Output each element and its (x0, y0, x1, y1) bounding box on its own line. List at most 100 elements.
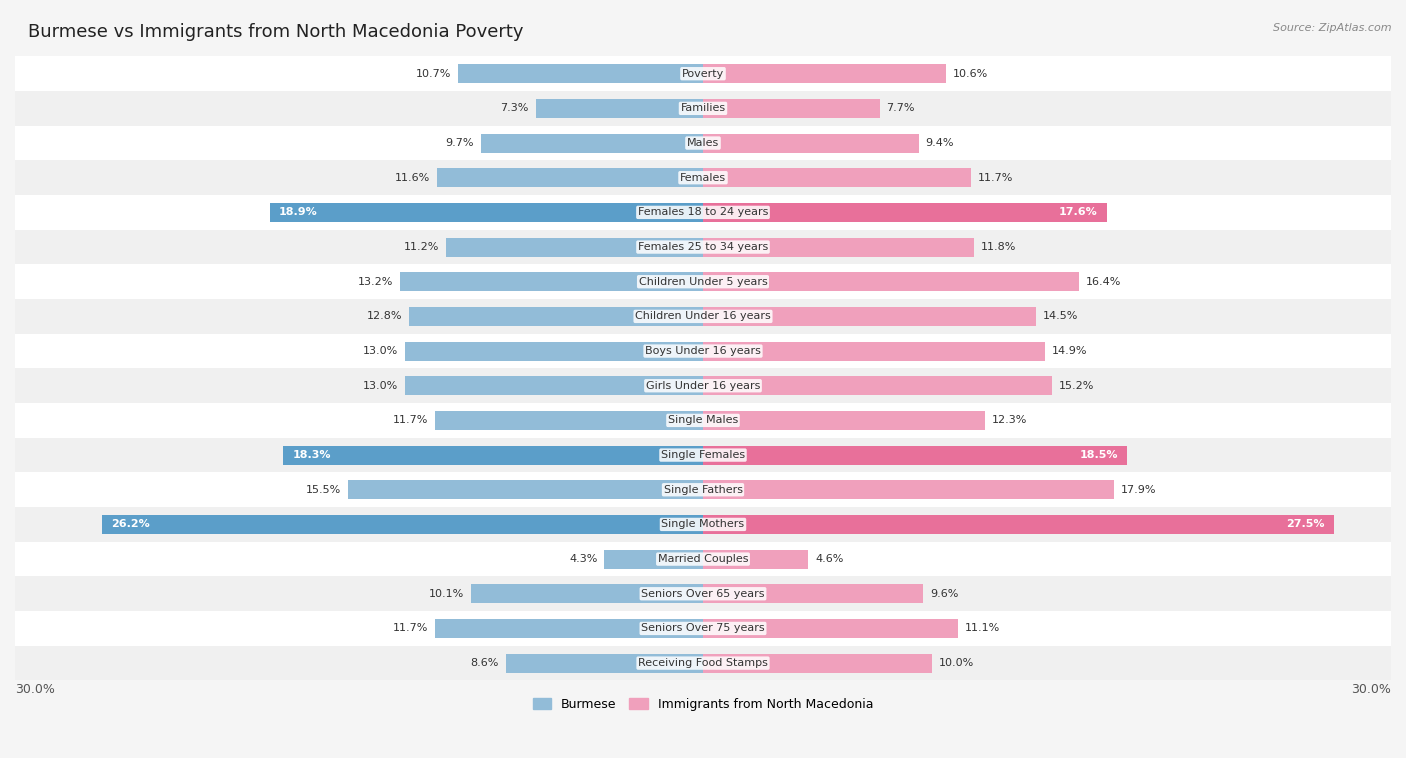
Text: 10.6%: 10.6% (953, 69, 988, 79)
Text: Children Under 5 years: Children Under 5 years (638, 277, 768, 287)
Text: 18.9%: 18.9% (278, 208, 318, 218)
Bar (703, 133, 918, 152)
Text: 17.6%: 17.6% (1059, 208, 1098, 218)
Text: 9.6%: 9.6% (929, 589, 959, 599)
Legend: Burmese, Immigrants from North Macedonia: Burmese, Immigrants from North Macedonia (527, 693, 879, 716)
Bar (536, 99, 703, 118)
Bar (446, 237, 703, 257)
Text: 30.0%: 30.0% (1351, 683, 1391, 696)
Bar (15, 230, 1391, 265)
Text: 26.2%: 26.2% (111, 519, 150, 529)
Text: 10.7%: 10.7% (415, 69, 451, 79)
Bar (401, 272, 703, 291)
Text: 17.9%: 17.9% (1121, 485, 1156, 495)
Bar (703, 237, 973, 257)
Text: Poverty: Poverty (682, 69, 724, 79)
Text: 9.7%: 9.7% (446, 138, 474, 148)
Bar (481, 133, 703, 152)
Bar (703, 619, 957, 638)
Bar (409, 307, 703, 326)
Text: 14.9%: 14.9% (1052, 346, 1087, 356)
Text: 11.8%: 11.8% (980, 242, 1017, 252)
Text: Families: Families (681, 103, 725, 114)
Text: 11.7%: 11.7% (392, 623, 427, 634)
Bar (15, 91, 1391, 126)
Bar (605, 550, 703, 568)
Text: 11.6%: 11.6% (395, 173, 430, 183)
Bar (103, 515, 703, 534)
Text: Males: Males (688, 138, 718, 148)
Text: Seniors Over 65 years: Seniors Over 65 years (641, 589, 765, 599)
Text: 10.0%: 10.0% (939, 658, 974, 668)
Text: 18.5%: 18.5% (1080, 450, 1118, 460)
Bar (405, 342, 703, 361)
Text: Females 18 to 24 years: Females 18 to 24 years (638, 208, 768, 218)
Text: Receiving Food Stamps: Receiving Food Stamps (638, 658, 768, 668)
Text: Source: ZipAtlas.com: Source: ZipAtlas.com (1274, 23, 1392, 33)
Text: 18.3%: 18.3% (292, 450, 330, 460)
Text: Married Couples: Married Couples (658, 554, 748, 564)
Bar (703, 342, 1045, 361)
Text: Females: Females (681, 173, 725, 183)
Text: 4.3%: 4.3% (569, 554, 598, 564)
Bar (703, 272, 1080, 291)
Bar (15, 646, 1391, 681)
Bar (15, 299, 1391, 334)
Text: 10.1%: 10.1% (429, 589, 464, 599)
Text: 13.0%: 13.0% (363, 346, 398, 356)
Text: Seniors Over 75 years: Seniors Over 75 years (641, 623, 765, 634)
Bar (284, 446, 703, 465)
Bar (15, 542, 1391, 576)
Text: 13.0%: 13.0% (363, 381, 398, 390)
Text: 30.0%: 30.0% (15, 683, 55, 696)
Bar (15, 472, 1391, 507)
Bar (15, 56, 1391, 91)
Bar (15, 195, 1391, 230)
Text: 7.7%: 7.7% (886, 103, 915, 114)
Text: 16.4%: 16.4% (1085, 277, 1122, 287)
Bar (457, 64, 703, 83)
Bar (703, 99, 880, 118)
Text: 11.7%: 11.7% (979, 173, 1014, 183)
Bar (703, 64, 946, 83)
Bar (703, 446, 1128, 465)
Text: 27.5%: 27.5% (1286, 519, 1324, 529)
Text: 12.3%: 12.3% (993, 415, 1028, 425)
Bar (471, 584, 703, 603)
Text: 13.2%: 13.2% (359, 277, 394, 287)
Bar (434, 619, 703, 638)
Bar (703, 411, 986, 430)
Bar (15, 265, 1391, 299)
Text: Single Males: Single Males (668, 415, 738, 425)
Text: 15.2%: 15.2% (1059, 381, 1094, 390)
Text: Females 25 to 34 years: Females 25 to 34 years (638, 242, 768, 252)
Bar (434, 411, 703, 430)
Bar (703, 168, 972, 187)
Bar (15, 611, 1391, 646)
Bar (703, 481, 1114, 500)
Text: 4.6%: 4.6% (815, 554, 844, 564)
Text: 14.5%: 14.5% (1042, 312, 1078, 321)
Text: 11.1%: 11.1% (965, 623, 1000, 634)
Bar (15, 507, 1391, 542)
Bar (15, 126, 1391, 161)
Bar (15, 368, 1391, 403)
Bar (347, 481, 703, 500)
Bar (703, 550, 808, 568)
Text: 11.2%: 11.2% (404, 242, 439, 252)
Text: 7.3%: 7.3% (501, 103, 529, 114)
Bar (703, 376, 1052, 395)
Bar (15, 403, 1391, 438)
Text: Girls Under 16 years: Girls Under 16 years (645, 381, 761, 390)
Text: 9.4%: 9.4% (925, 138, 953, 148)
Bar (405, 376, 703, 395)
Bar (703, 584, 924, 603)
Bar (703, 307, 1036, 326)
Text: Single Mothers: Single Mothers (661, 519, 745, 529)
Text: 15.5%: 15.5% (305, 485, 340, 495)
Text: 11.7%: 11.7% (392, 415, 427, 425)
Bar (437, 168, 703, 187)
Text: 8.6%: 8.6% (471, 658, 499, 668)
Text: Burmese vs Immigrants from North Macedonia Poverty: Burmese vs Immigrants from North Macedon… (28, 23, 523, 41)
Bar (506, 653, 703, 672)
